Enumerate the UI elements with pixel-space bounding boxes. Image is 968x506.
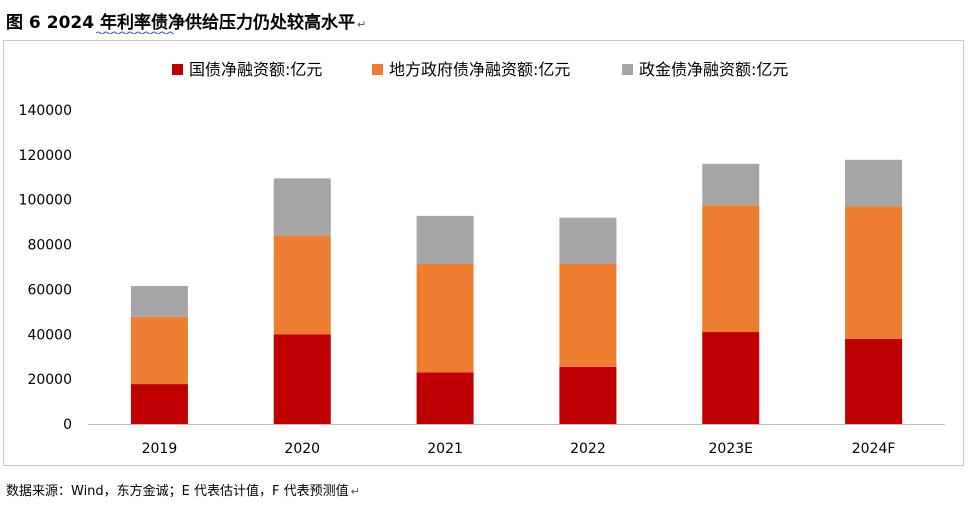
bar-segment [416, 215, 474, 264]
bar-segment [559, 217, 617, 264]
bar-segment [559, 366, 617, 424]
y-tick-label: 0 [63, 417, 72, 433]
legend-label-1: 国债净融资额:亿元 [189, 60, 322, 79]
figure-title-text: 2024 年利率债净供给压力仍处较高水平 [46, 13, 355, 33]
bar-segment [845, 159, 903, 207]
y-tick-label: 120000 [19, 148, 72, 164]
bar-segment [130, 384, 188, 424]
y-tick-label: 140000 [19, 103, 72, 119]
bar-segment [273, 334, 331, 424]
figure-title: 图 6 2024 年利率债净供给压力仍处较高水平 ↵ [6, 8, 366, 33]
x-tick-label: 2023E [709, 441, 753, 457]
legend-swatch-2 [372, 64, 383, 75]
y-tick-label: 100000 [19, 193, 72, 209]
y-tick-label: 80000 [27, 238, 72, 254]
source-note: 数据来源：Wind，东方金诚；E 代表估计值，F 代表预测值 ↵ [6, 480, 360, 499]
bar-segment [845, 338, 903, 424]
bar-segment [130, 316, 188, 385]
y-axis: 0 20000 40000 60000 80000 100000 120000 140000 [19, 103, 72, 433]
legend-label-3: 政金债净融资额:亿元 [639, 60, 788, 79]
bar-segment [702, 332, 760, 424]
chart-frame [3, 40, 964, 466]
bar-segment [559, 263, 617, 367]
bar-segment [273, 178, 331, 236]
x-tick-label: 2022 [570, 441, 606, 457]
chart-legend: 国债净融资额:亿元 地方政府债净融资额:亿元 政金债净融资额:亿元 [172, 60, 788, 79]
y-tick-label: 20000 [27, 372, 72, 388]
legend-label-2: 地方政府债净融资额:亿元 [389, 60, 570, 79]
x-tick-label: 2019 [142, 441, 178, 457]
x-tick-label: 2020 [284, 441, 320, 457]
bar-segment [845, 206, 903, 339]
legend-swatch-3 [622, 64, 633, 75]
bar-segment [130, 286, 188, 317]
y-tick-label: 60000 [27, 282, 72, 298]
paragraph-mark-icon: ↵ [350, 485, 360, 498]
figure-number: 图 6 [6, 13, 41, 33]
y-tick-label: 40000 [27, 327, 72, 343]
bar-segment [702, 163, 760, 206]
bar-segment [702, 205, 760, 333]
legend-swatch-1 [172, 64, 183, 75]
x-tick-label: 2024F [852, 441, 896, 457]
bar-segment [416, 263, 474, 373]
bar-segment [416, 372, 474, 424]
bars [130, 159, 903, 424]
x-axis: 2019 2020 2021 2022 2023E 2024F [88, 424, 945, 457]
bar-segment [273, 235, 331, 335]
spellcheck-underline [96, 31, 174, 34]
paragraph-mark-icon: ↵ [356, 18, 367, 31]
source-note-text: 数据来源：Wind，东方金诚；E 代表估计值，F 代表预测值 [6, 484, 349, 499]
x-tick-label: 2021 [427, 441, 463, 457]
